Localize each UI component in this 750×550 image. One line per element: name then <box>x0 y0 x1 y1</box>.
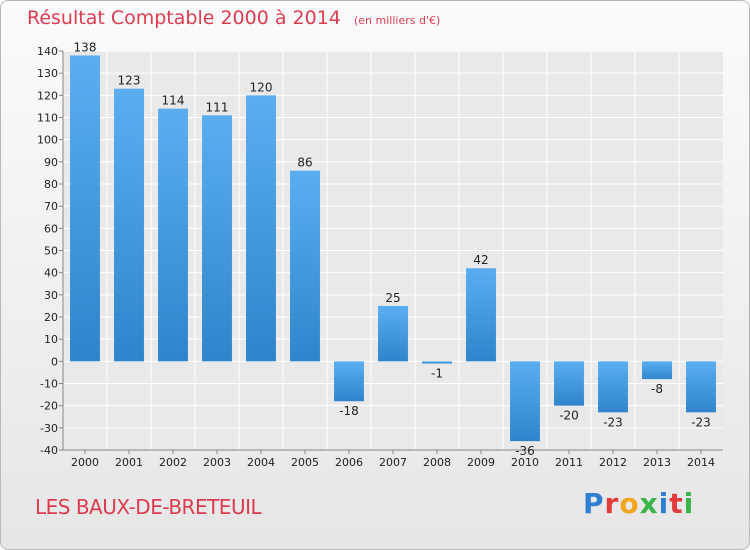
x-tick-label-2005: 2005 <box>291 456 319 469</box>
chart-unit: (en milliers d'€) <box>353 14 441 27</box>
y-tick-label: 20 <box>44 311 58 324</box>
bar-2001 <box>114 88 144 362</box>
y-tick-label: 100 <box>37 134 58 147</box>
logo-letter: i <box>683 487 695 520</box>
bar-2011 <box>554 361 584 406</box>
data-label-2012: -23 <box>603 415 623 429</box>
data-label-2007: 25 <box>385 291 400 305</box>
bar-2000 <box>70 55 100 362</box>
data-label-2005: 86 <box>297 156 312 170</box>
data-label-2011: -20 <box>559 409 579 423</box>
y-tick-label: 60 <box>44 222 58 235</box>
x-tick-label-2009: 2009 <box>467 456 495 469</box>
bar-2002 <box>158 108 188 362</box>
y-tick-label: -20 <box>40 400 58 413</box>
logo-letter: P <box>583 487 605 520</box>
y-tick-label: 70 <box>44 200 58 213</box>
y-tick-label: 40 <box>44 267 58 280</box>
bar-2004 <box>246 95 276 362</box>
proxiti-logo: Proxiti <box>583 487 694 520</box>
x-tick-label-2013: 2013 <box>643 456 671 469</box>
y-tick-label: 0 <box>51 355 58 368</box>
title-row: Résultat Comptable 2000 à 2014 (en milli… <box>27 7 440 29</box>
x-tick-label-2007: 2007 <box>379 456 407 469</box>
bar-2007 <box>378 305 408 362</box>
data-label-2003: 111 <box>206 100 229 114</box>
y-tick-label: 110 <box>37 112 58 125</box>
data-label-2008: -1 <box>431 367 443 381</box>
bar-2008 <box>422 361 452 364</box>
bar-2005 <box>290 170 320 362</box>
bar-2010 <box>510 361 540 442</box>
x-tick-label-2012: 2012 <box>599 456 627 469</box>
logo-letter: x <box>639 487 659 520</box>
x-tick-label-2004: 2004 <box>247 456 275 469</box>
data-label-2009: 42 <box>473 253 488 267</box>
logo-letter: o <box>619 487 640 520</box>
x-tick-label-2002: 2002 <box>159 456 187 469</box>
bar-2013 <box>642 361 672 380</box>
y-tick-label: 50 <box>44 245 58 258</box>
x-tick-label-2008: 2008 <box>423 456 451 469</box>
data-label-2014: -23 <box>691 415 711 429</box>
logo-letter: t <box>669 487 684 520</box>
x-tick-label-2006: 2006 <box>335 456 363 469</box>
logo-letter: i <box>658 487 670 520</box>
chart-title: Résultat Comptable 2000 à 2014 <box>27 7 341 29</box>
y-tick-label: 30 <box>44 289 58 302</box>
y-tick-label: -30 <box>40 422 58 435</box>
x-tick-label-2014: 2014 <box>687 456 715 469</box>
y-tick-label: 130 <box>37 67 58 80</box>
bar-2009 <box>466 268 496 362</box>
data-label-2000: 138 <box>74 40 97 54</box>
data-label-2004: 120 <box>250 80 273 94</box>
y-tick-label: 120 <box>37 89 58 102</box>
data-label-2001: 123 <box>118 74 141 88</box>
x-tick-label-2003: 2003 <box>203 456 231 469</box>
bar-2014 <box>686 361 716 413</box>
y-tick-label: -10 <box>40 378 58 391</box>
bar-2006 <box>334 361 364 402</box>
bar-2012 <box>598 361 628 413</box>
x-tick-label-2000: 2000 <box>71 456 99 469</box>
y-tick-label: -40 <box>40 444 58 457</box>
y-tick-label: 80 <box>44 178 58 191</box>
y-tick-label: 90 <box>44 156 58 169</box>
commune-name: LES BAUX-DE-BRETEUIL <box>35 495 262 519</box>
data-label-2002: 114 <box>162 94 185 108</box>
y-tick-label: 140 <box>37 45 58 58</box>
logo-letter: r <box>604 487 620 520</box>
y-tick-label: 10 <box>44 333 58 346</box>
x-tick-label-2011: 2011 <box>555 456 583 469</box>
x-tick-label-2010: 2010 <box>511 456 539 469</box>
x-tick-label-2001: 2001 <box>115 456 143 469</box>
data-label-2006: -18 <box>339 404 359 418</box>
bar-2003 <box>202 115 232 362</box>
data-label-2013: -8 <box>651 382 663 396</box>
